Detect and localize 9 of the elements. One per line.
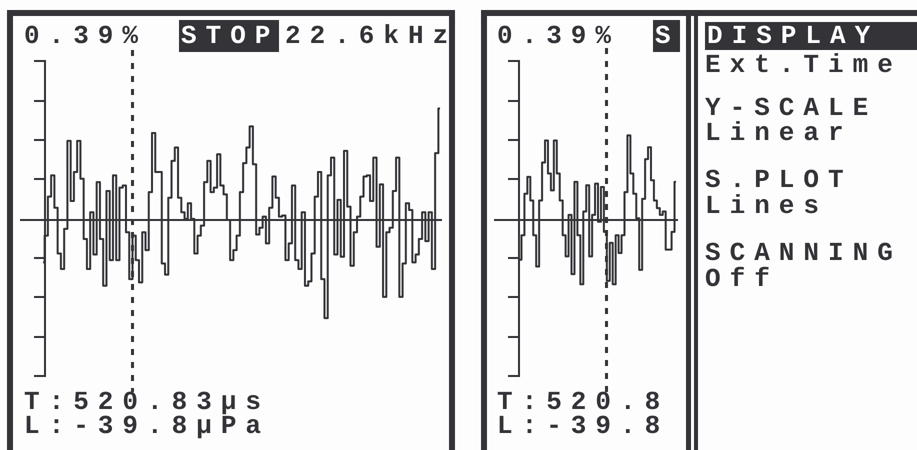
text: T:520.83µs: [24, 387, 270, 417]
text: S: [653, 20, 680, 52]
text: Linear: [705, 118, 853, 148]
text: DISPLAY: [705, 21, 917, 51]
text: 22.6kHz: [285, 21, 458, 51]
text: STOP: [179, 20, 280, 52]
text: 0.39%: [497, 21, 620, 51]
text: Ext.Time: [705, 50, 902, 80]
text: 0.39%: [24, 21, 148, 51]
